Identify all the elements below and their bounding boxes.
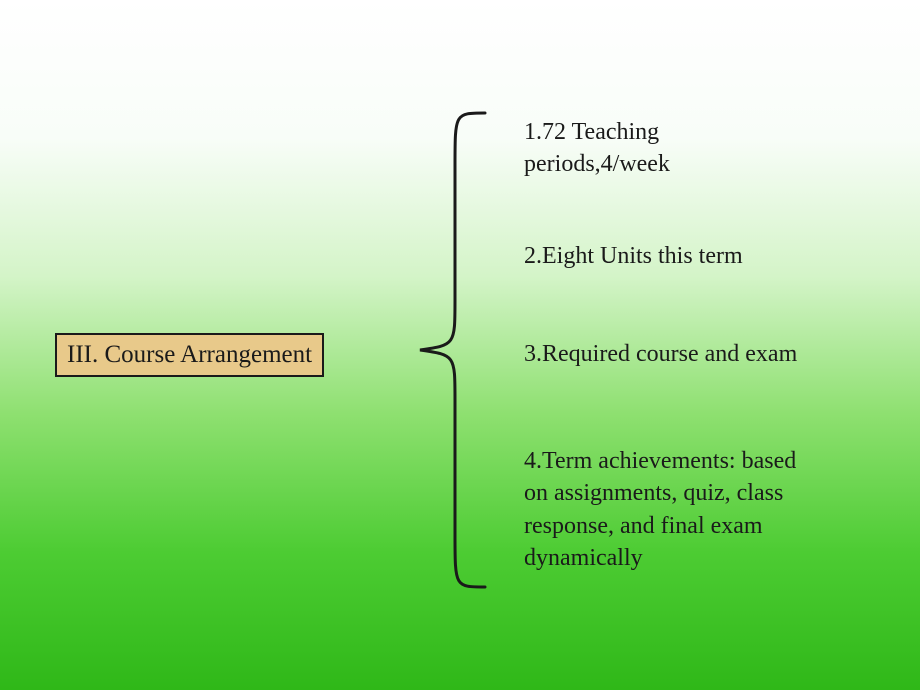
course-arrangement-title-box: III. Course Arrangement xyxy=(55,333,324,377)
list-item-3: 3.Required course and exam xyxy=(524,338,804,370)
list-item-1-text: 1.72 Teaching periods,4/week xyxy=(524,119,670,177)
list-item-3-text: 3.Required course and exam xyxy=(524,341,797,367)
curly-brace-icon xyxy=(405,105,495,595)
list-item-4: 4.Term achievements: based on assignment… xyxy=(524,445,824,575)
course-arrangement-title-text: III. Course Arrangement xyxy=(67,341,312,368)
list-item-4-text: 4.Term achievements: based on assignment… xyxy=(524,448,796,571)
list-item-1: 1.72 Teaching periods,4/week xyxy=(524,116,764,181)
list-item-2-text: 2.Eight Units this term xyxy=(524,243,743,269)
list-item-2: 2.Eight Units this term xyxy=(524,240,844,272)
